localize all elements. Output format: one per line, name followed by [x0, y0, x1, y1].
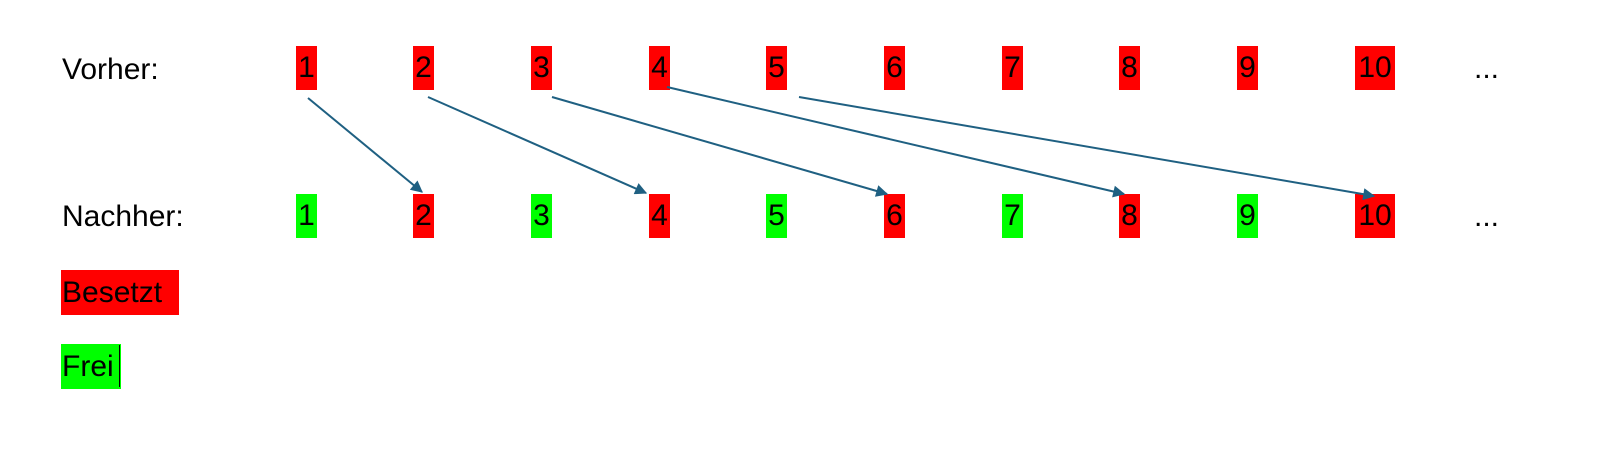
before-slot-5: 5: [766, 46, 787, 90]
after-slot-3: 3: [531, 194, 552, 238]
arrow-4-to-8: [666, 86, 1126, 198]
legend-free: Frei: [61, 344, 121, 389]
after-slot-5: 5: [766, 194, 787, 238]
after-slot-7: 7: [1002, 194, 1023, 238]
after-row-label: Nachher:: [62, 200, 184, 233]
arrow-5-to-10: [798, 96, 1376, 201]
before-row-label: Vorher:: [62, 53, 159, 86]
arrow-1-to-2: [307, 97, 423, 193]
before-slot-2: 2: [413, 46, 434, 90]
before-slot-7: 7: [1002, 46, 1023, 90]
before-slot-6: 6: [884, 46, 905, 90]
before-slot-8: 8: [1119, 46, 1140, 90]
before-slot-3: 3: [531, 46, 552, 90]
before-slot-9: 9: [1237, 46, 1258, 90]
after-slot-10: 10: [1355, 194, 1395, 238]
before-row-continuation: ...: [1474, 52, 1500, 85]
text-cursor: [119, 345, 120, 387]
after-row-continuation: ...: [1474, 200, 1500, 233]
after-slot-8: 8: [1119, 194, 1140, 238]
after-slot-4: 4: [649, 194, 670, 238]
legend-occupied: Besetzt: [61, 270, 179, 315]
arrow-3-to-6: [551, 96, 889, 197]
arrow-2-to-4: [427, 96, 648, 195]
before-slot-4: 4: [649, 46, 670, 90]
before-slot-1: 1: [296, 46, 317, 90]
after-slot-2: 2: [413, 194, 434, 238]
after-slot-6: 6: [884, 194, 905, 238]
before-slot-10: 10: [1355, 46, 1395, 90]
after-slot-1: 1: [296, 194, 317, 238]
after-slot-9: 9: [1237, 194, 1258, 238]
